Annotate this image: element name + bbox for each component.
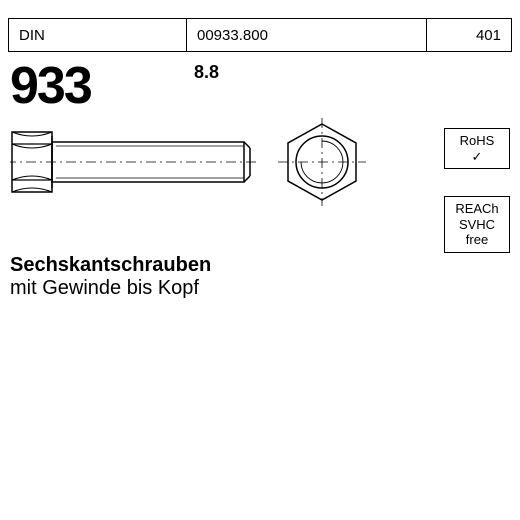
header-ref: 401 bbox=[427, 19, 511, 51]
bolt-side-view bbox=[10, 118, 260, 206]
description-title: Sechskantschrauben bbox=[10, 254, 211, 277]
reach-line3: free bbox=[447, 232, 507, 248]
reach-line1: REACh bbox=[447, 201, 507, 217]
grade-label: 8.8 bbox=[194, 62, 219, 83]
header-standard: DIN bbox=[9, 19, 187, 51]
description-subtitle: mit Gewinde bis Kopf bbox=[10, 277, 211, 300]
rohs-checkmark-icon: ✓ bbox=[447, 149, 507, 165]
header-code: 00933.800 bbox=[187, 19, 427, 51]
reach-line2: SVHC bbox=[447, 217, 507, 233]
description: Sechskantschrauben mit Gewinde bis Kopf bbox=[10, 254, 211, 300]
reach-badge: REACh SVHC free bbox=[444, 196, 510, 253]
header-table: DIN 00933.800 401 bbox=[8, 18, 512, 52]
product-number: 933 bbox=[10, 56, 91, 116]
rohs-badge: RoHS ✓ bbox=[444, 128, 510, 169]
rohs-label: RoHS bbox=[447, 133, 507, 149]
bolt-front-view bbox=[278, 118, 366, 206]
